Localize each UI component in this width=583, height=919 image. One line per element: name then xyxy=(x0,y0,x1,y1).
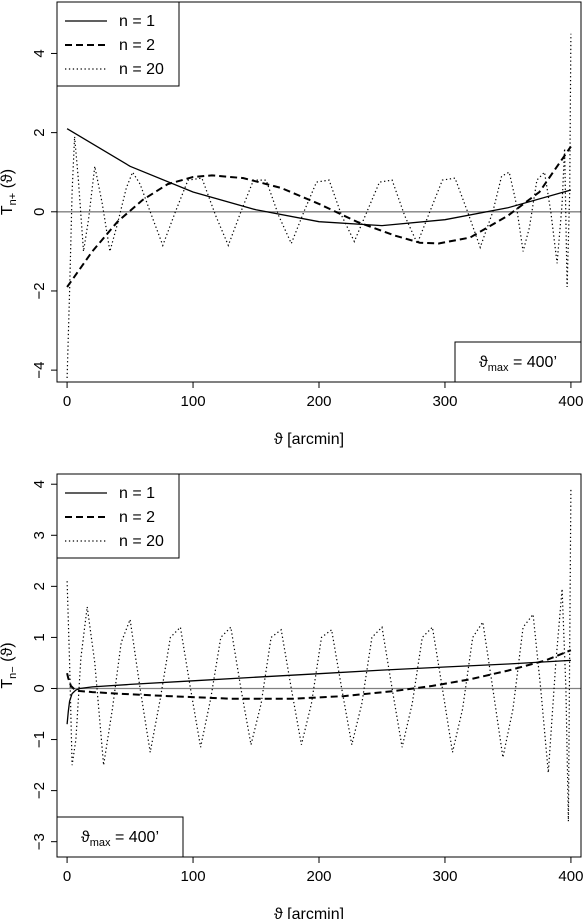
bottom-y-tick-label: 1 xyxy=(31,633,48,641)
bottom-series-2 xyxy=(66,649,572,700)
bottom-series-1 xyxy=(66,659,571,725)
top-series-2 xyxy=(66,145,572,288)
bottom-y-tick-label: 3 xyxy=(31,531,48,539)
top-annotation-text: ϑmax = 400’ xyxy=(479,354,557,374)
top-x-tick-label: 200 xyxy=(306,393,331,410)
bottom-legend-label: n = 2 xyxy=(119,509,155,526)
top-x-tick-label: 0 xyxy=(63,393,71,410)
top-y-tick-label: 4 xyxy=(31,49,48,57)
bottom-legend-label: n = 1 xyxy=(119,485,155,502)
top-y-tick-label: 2 xyxy=(31,128,48,136)
bottom-y-axis-label: Tn− (ϑ) xyxy=(0,642,19,688)
bottom-x-tick-label: 300 xyxy=(432,868,457,885)
top-legend-label: n = 1 xyxy=(119,13,155,30)
top-legend-label: n = 2 xyxy=(119,37,155,54)
bottom-panel: 0 100 200 300 400 −3 −2 −1 0 1 2 3 4 ϑ [arcmin] Tn− (ϑ… xyxy=(0,473,583,919)
bottom-y-tick-label: 0 xyxy=(31,684,48,692)
bottom-x-tick-label: 200 xyxy=(306,868,331,885)
bottom-x-tick-label: 0 xyxy=(63,868,71,885)
top-legend-label: n = 20 xyxy=(119,61,164,78)
bottom-legend: n = 1 n = 2 n = 20 xyxy=(56,473,180,559)
top-x-tick-label: 400 xyxy=(558,393,583,410)
bottom-x-axis-label: ϑ [arcmin] xyxy=(274,906,344,919)
top-x-axis-label: ϑ [arcmin] xyxy=(274,431,344,448)
bottom-x-tick-label: 400 xyxy=(558,868,583,885)
top-annotation: ϑmax = 400’ xyxy=(454,341,582,383)
top-y-tick-label: 0 xyxy=(31,208,48,216)
top-series-1 xyxy=(66,128,572,227)
bottom-y-tick-label: −3 xyxy=(31,833,48,850)
top-legend: n = 1 n = 2 n = 20 xyxy=(56,1,180,87)
bottom-annotation-text: ϑmax = 400’ xyxy=(81,829,159,849)
bottom-y-tick-label: −2 xyxy=(31,782,48,799)
bottom-x-tick-label: 100 xyxy=(181,868,206,885)
top-y-tick-label: −2 xyxy=(31,282,48,299)
bottom-y-tick-label: 4 xyxy=(31,480,48,488)
bottom-y-tick-label: 2 xyxy=(31,582,48,590)
bottom-y-tick-label: −1 xyxy=(31,731,48,748)
bottom-series-3 xyxy=(66,489,572,822)
bottom-annotation: ϑmax = 400’ xyxy=(56,816,184,858)
top-panel: 0 100 200 300 400 −4 −2 0 2 4 ϑ [arcmin] Tn+ (ϑ) n =… xyxy=(0,1,583,448)
bottom-legend-label: n = 20 xyxy=(119,533,164,550)
top-x-tick-label: 300 xyxy=(432,393,457,410)
top-y-tick-label: −4 xyxy=(31,362,48,379)
top-x-tick-label: 100 xyxy=(181,393,206,410)
top-y-axis-label: Tn+ (ϑ) xyxy=(0,169,19,215)
